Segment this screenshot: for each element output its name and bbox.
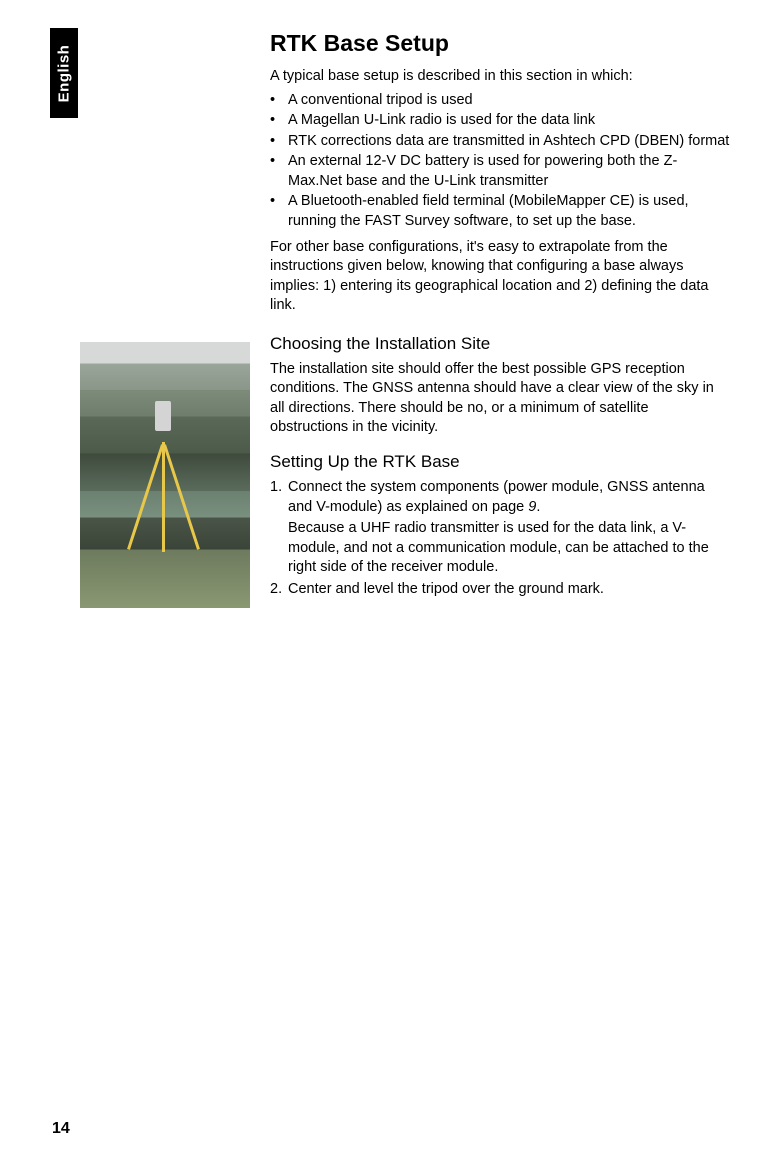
- language-tab: English: [50, 28, 78, 118]
- language-tab-label: English: [56, 44, 73, 102]
- tripod-center-leg-graphic: [162, 442, 165, 552]
- numbered-list: Connect the system components (power mod…: [270, 478, 730, 599]
- step-text: Connect the system components (power mod…: [288, 479, 705, 515]
- step-item: Center and level the tripod over the gro…: [270, 580, 730, 600]
- followup-text: For other base configurations, it's easy…: [270, 238, 730, 316]
- section-heading: Setting Up the RTK Base: [270, 452, 730, 472]
- bullet-item: A Magellan U-Link radio is used for the …: [270, 111, 730, 131]
- page-content: RTK Base Setup A typical base setup is d…: [270, 30, 730, 601]
- tripod-legs-graphic: [162, 422, 166, 426]
- section-heading: Choosing the Installation Site: [270, 334, 730, 354]
- bullet-item: RTK corrections data are transmitted in …: [270, 132, 730, 152]
- bullet-item: A conventional tripod is used: [270, 91, 730, 111]
- bullet-item: A Bluetooth-enabled field terminal (Mobi…: [270, 192, 730, 231]
- bullet-item: An external 12-V DC battery is used for …: [270, 152, 730, 191]
- step-subtext: Because a UHF radio transmitter is used …: [288, 519, 730, 578]
- intro-text: A typical base setup is described in thi…: [270, 67, 730, 87]
- section-body: The installation site should offer the b…: [270, 360, 730, 438]
- step-text-end: .: [536, 499, 540, 515]
- tripod-photo: [80, 342, 250, 608]
- page-number: 14: [52, 1120, 70, 1138]
- gnss-device-graphic: [155, 401, 171, 431]
- bullet-list: A conventional tripod is used A Magellan…: [270, 91, 730, 232]
- step-item: Connect the system components (power mod…: [270, 478, 730, 578]
- page-title: RTK Base Setup: [270, 30, 730, 57]
